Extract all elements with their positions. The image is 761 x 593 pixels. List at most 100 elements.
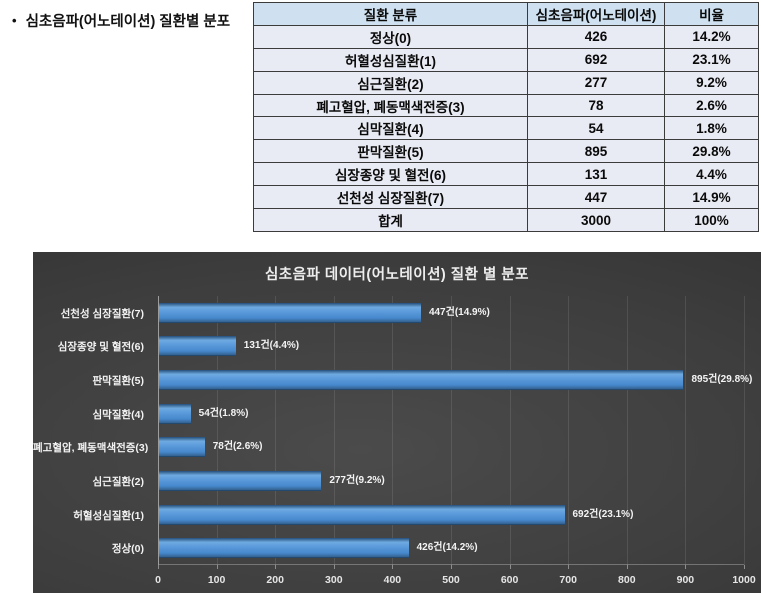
ratio-cell: 23.1%: [664, 47, 759, 72]
bar-data-label: 78건(2.6%): [212, 441, 263, 453]
ratio-cell: 14.2%: [664, 24, 759, 49]
table-header-row: 질환 분류 심초음파(어노테이션) 비율: [253, 2, 759, 26]
bar-심막질환(4): [159, 403, 191, 424]
x-axis-tick-label: 1000: [732, 574, 756, 586]
table-header-cell: 질환 분류: [253, 2, 528, 26]
count-cell: 895: [527, 139, 665, 164]
bar-선천성 심장질환(7): [159, 302, 421, 323]
bar-정상(0): [159, 538, 409, 559]
table-body: 정상(0) 426 14.2% 허혈성심질환(1) 692 23.1% 심근질환(2) 277…: [253, 24, 759, 232]
gridline: [685, 296, 687, 565]
gridline: [392, 296, 394, 565]
category-label: 심근질환(2): [92, 475, 144, 488]
count-cell: 426: [527, 24, 665, 49]
table-header-cell: 심초음파(어노테이션): [527, 2, 665, 26]
category-label: 선천성 심장질환(7): [60, 307, 144, 320]
table-row: 심장종양 및 혈전(6) 131 4.4%: [253, 162, 759, 187]
axis-tick: [509, 565, 511, 569]
disease-cell: 합계: [253, 208, 528, 232]
count-cell: 3000: [527, 208, 665, 232]
category-label: 판막질환(5): [92, 375, 144, 388]
category-label: 허혈성심질환(1): [73, 509, 144, 522]
y-axis-line: [158, 296, 159, 565]
count-cell: 54: [527, 116, 665, 141]
ratio-cell: 2.6%: [664, 93, 759, 118]
bar-data-label: 131건(4.4%): [243, 340, 300, 352]
gridline: [626, 296, 628, 565]
axis-tick: [568, 565, 570, 569]
ratio-cell: 9.2%: [664, 70, 759, 95]
x-axis-tick-label: 400: [383, 574, 402, 586]
disease-cell: 허혈성심질환(1): [253, 47, 528, 72]
disease-cell: 판막질환(5): [253, 139, 528, 164]
disease-cell: 정상(0): [253, 24, 528, 49]
gridline: [333, 296, 335, 565]
disease-cell: 심막질환(4): [253, 116, 528, 141]
table-row: 정상(0) 426 14.2%: [253, 24, 759, 49]
gridline: [568, 296, 570, 565]
x-axis-tick-label: 100: [207, 574, 226, 586]
table-row: 심막질환(4) 54 1.8%: [253, 116, 759, 141]
x-axis-tick-label: 0: [155, 574, 161, 586]
table-row: 합계 3000 100%: [253, 208, 759, 232]
table-row: 심근질환(2) 277 9.2%: [253, 70, 759, 95]
x-axis-tick-label: 900: [676, 574, 695, 586]
gridline: [744, 296, 745, 565]
table-head: 질환 분류 심초음파(어노테이션) 비율: [253, 2, 759, 26]
count-cell: 131: [527, 162, 665, 187]
axis-tick: [333, 565, 335, 569]
x-axis-tick-label: 500: [442, 574, 460, 586]
axis-tick: [216, 565, 218, 569]
axis-tick: [275, 565, 277, 569]
bar-data-label: 692건(23.1%): [572, 508, 634, 520]
count-cell: 78: [527, 93, 665, 118]
axis-tick: [392, 565, 394, 569]
ratio-cell: 29.8%: [664, 139, 759, 164]
table-row: 선천성 심장질환(7) 447 14.9%: [253, 185, 759, 210]
table-row: 판막질환(5) 895 29.8%: [253, 139, 759, 164]
table-header-cell: 비율: [664, 2, 759, 26]
x-axis-tick-label: 300: [325, 574, 343, 586]
bullet-heading-text: 심초음파(어노테이션) 질환별 분포: [25, 14, 231, 30]
category-label: 폐고혈압, 폐동맥색전증(3): [33, 442, 149, 455]
chart-plot-area: 447건(14.9%) 131건(4.4%) 895건(29.8%) 54건(1.8%…: [158, 296, 752, 569]
table-row: 폐고혈압, 폐동맥색전증(3) 78 2.6%: [253, 93, 759, 118]
table-row: 허혈성심질환(1) 692 23.1%: [253, 47, 759, 72]
bar-data-label: 895건(29.8%): [691, 374, 753, 386]
x-axis-tick-label: 200: [266, 574, 284, 586]
axis-tick: [451, 565, 452, 569]
count-cell: 692: [527, 47, 665, 72]
distribution-table: 질환 분류 심초음파(어노테이션) 비율 정상(0) 426 14.2% 허혈성심질환(1…: [253, 2, 759, 232]
bar-심근질환(2): [159, 470, 322, 491]
bar-chart: 심초음파 데이터(어노테이션) 질환 별 분포 447건(14.9%) 131건(…: [33, 252, 761, 593]
disease-cell: 선천성 심장질환(7): [253, 185, 528, 210]
disease-cell: 폐고혈압, 폐동맥색전증(3): [253, 93, 528, 118]
bar-data-label: 277건(9.2%): [329, 474, 385, 486]
count-cell: 277: [527, 70, 665, 95]
axis-tick: [685, 565, 687, 569]
bar-data-label: 54건(1.8%): [198, 407, 249, 419]
count-cell: 447: [527, 185, 665, 210]
x-axis-tick-label: 700: [559, 574, 577, 586]
bar-폐고혈압, 폐동맥색전증(3): [159, 437, 205, 458]
category-label: 심장종양 및 혈전(6): [57, 341, 144, 354]
bar-심장종양 및 혈전(6): [159, 336, 236, 357]
bullet-heading: • 심초음파(어노테이션) 질환별 분포: [12, 10, 230, 31]
ratio-cell: 4.4%: [664, 162, 759, 187]
axis-tick: [158, 565, 159, 569]
ratio-cell: 1.8%: [664, 116, 759, 141]
bar-data-label: 447건(14.9%): [428, 306, 490, 318]
x-axis-tick-label: 800: [618, 574, 636, 586]
ratio-cell: 100%: [664, 208, 759, 232]
bullet-icon: •: [12, 13, 17, 28]
disease-cell: 심근질환(2): [253, 70, 528, 95]
bar-판막질환(5): [159, 370, 684, 391]
bar-data-label: 426건(14.2%): [416, 542, 478, 554]
ratio-cell: 14.9%: [664, 185, 759, 210]
axis-tick: [744, 565, 745, 569]
gridline: [451, 296, 452, 565]
axis-tick: [626, 565, 628, 569]
gridline: [275, 296, 277, 565]
disease-cell: 심장종양 및 혈전(6): [253, 162, 528, 187]
